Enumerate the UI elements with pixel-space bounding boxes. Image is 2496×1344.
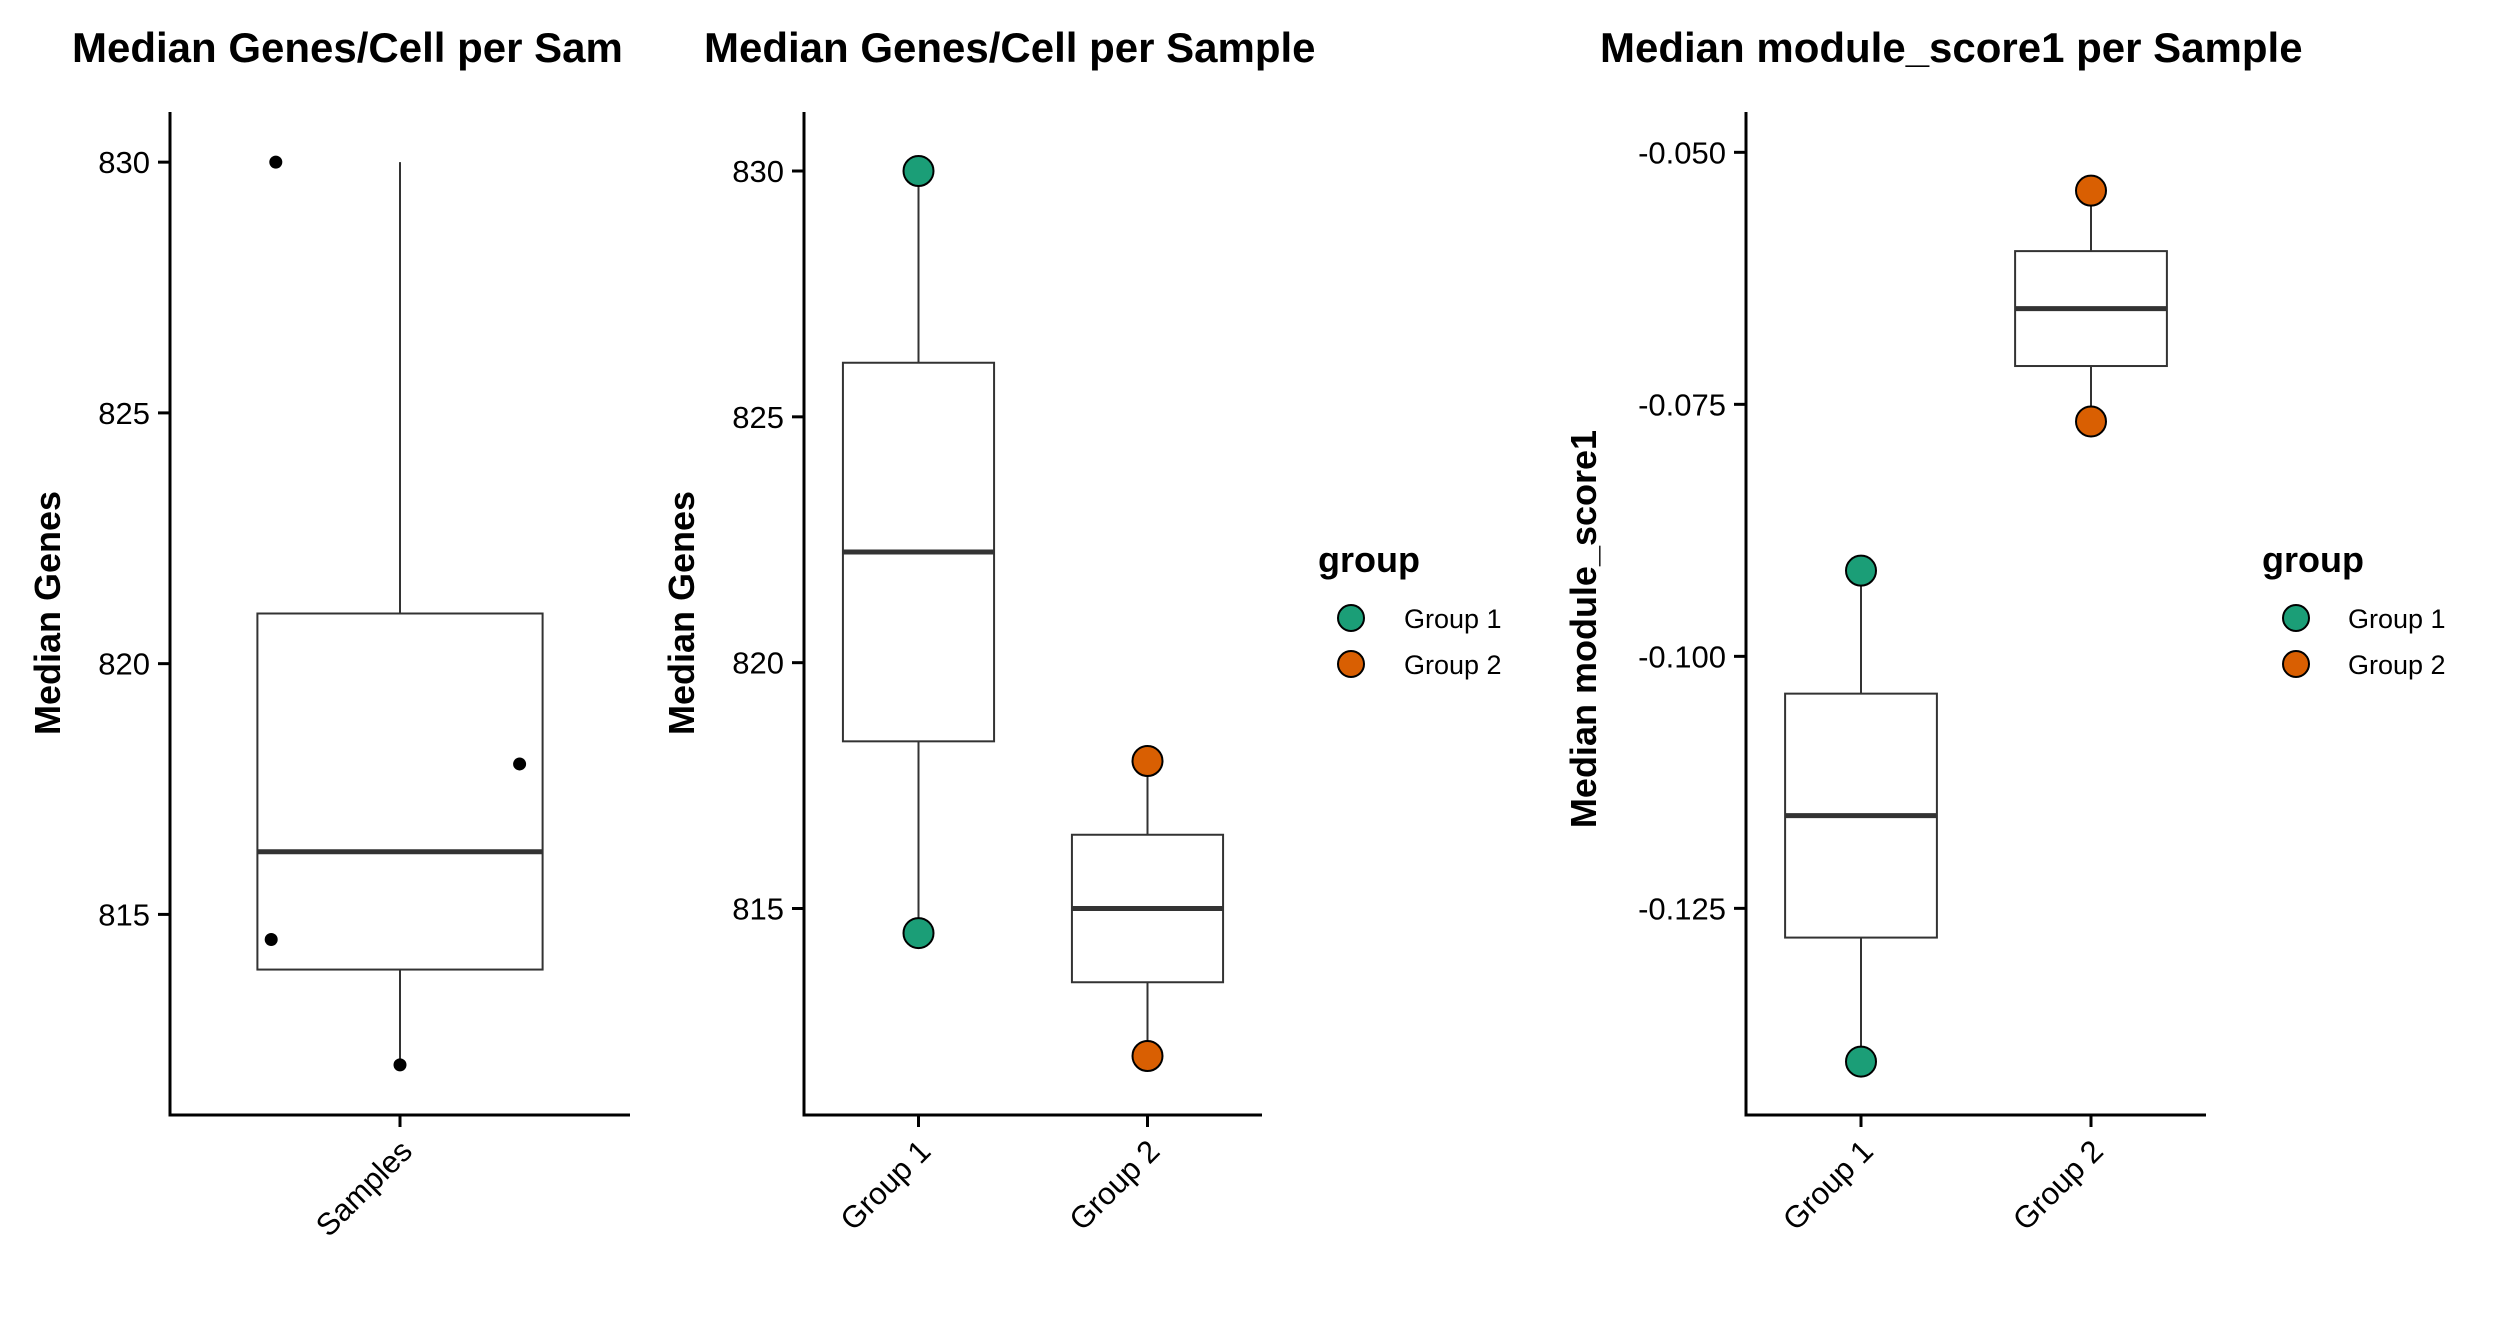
- x-tick-label: Group 1: [833, 1133, 937, 1237]
- chart-title: Median module_score1 per Sample: [1600, 24, 2303, 71]
- data-point: [393, 1058, 407, 1072]
- y-tick-label: -0.050: [1638, 135, 1726, 170]
- legend-title: group: [2262, 539, 2364, 580]
- plot-area: 815 820 825 830 Samples: [98, 112, 630, 1243]
- data-point: [1131, 745, 1164, 777]
- y-tick-label: 820: [98, 647, 150, 682]
- data-point: [269, 155, 283, 169]
- chart-panel-genes-by-group: Median Genes/Cell per Sample Median Gene…: [661, 24, 1502, 1237]
- y-tick-label: 815: [732, 892, 784, 927]
- legend-label-group-2: Group 2: [2348, 650, 2446, 680]
- data-point: [513, 757, 527, 771]
- data-point: [1845, 554, 1877, 587]
- data-point: [1845, 1045, 1877, 1078]
- x-tick-label: Samples: [309, 1133, 419, 1243]
- data-point: [1131, 1040, 1164, 1072]
- plot-area: -0.125 -0.100 -0.075 -0.050 Group 1 Group 2: [1638, 112, 2206, 1237]
- legend-swatch-group-2: [2282, 650, 2310, 678]
- y-tick-label: 820: [732, 646, 784, 681]
- legend-swatch-group-1: [1337, 604, 1365, 632]
- y-axis-label: Median Genes: [661, 491, 702, 735]
- y-tick-label: -0.075: [1638, 387, 1726, 422]
- data-point: [2075, 405, 2107, 438]
- x-tick-label: Group 2: [2006, 1133, 2110, 1237]
- data-point: [902, 917, 935, 950]
- y-tick-label: 830: [732, 154, 784, 189]
- y-axis-label: Median module_score1: [1563, 430, 1604, 828]
- box-iqr: [256, 612, 544, 971]
- legend-title: group: [1318, 539, 1420, 580]
- plot-area: 815 820 825 830 Group 1 Group 2: [732, 112, 1262, 1237]
- legend-label-group-1: Group 1: [2348, 604, 2446, 634]
- chart-panel-samples: Median Genes/Cell per Sam Median Genes 8…: [27, 24, 630, 1243]
- x-tick-label: Group 2: [1062, 1133, 1166, 1237]
- y-axis-label: Median Genes: [27, 491, 68, 735]
- y-tick-label: -0.125: [1638, 891, 1726, 926]
- legend-swatch-group-1: [2282, 604, 2310, 632]
- y-tick-label: 815: [98, 897, 150, 932]
- chart-panel-module-score: Median module_score1 per Sample Median m…: [1563, 24, 2446, 1237]
- legend: group Group 1 Group 2: [2262, 539, 2446, 680]
- legend: group Group 1 Group 2: [1318, 539, 1502, 680]
- y-tick-label: -0.100: [1638, 639, 1726, 674]
- data-point: [902, 155, 935, 187]
- data-point: [264, 932, 278, 946]
- y-tick-label: 825: [732, 400, 784, 435]
- chart-title: Median Genes/Cell per Sam: [72, 24, 623, 71]
- y-tick-label: 830: [98, 145, 150, 180]
- x-tick-label: Group 1: [1776, 1133, 1880, 1237]
- legend-label-group-2: Group 2: [1404, 650, 1502, 680]
- y-tick-label: 825: [98, 396, 150, 431]
- legend-label-group-1: Group 1: [1404, 604, 1502, 634]
- chart-title: Median Genes/Cell per Sample: [704, 24, 1316, 71]
- data-point: [2075, 174, 2107, 207]
- legend-swatch-group-2: [1337, 650, 1365, 678]
